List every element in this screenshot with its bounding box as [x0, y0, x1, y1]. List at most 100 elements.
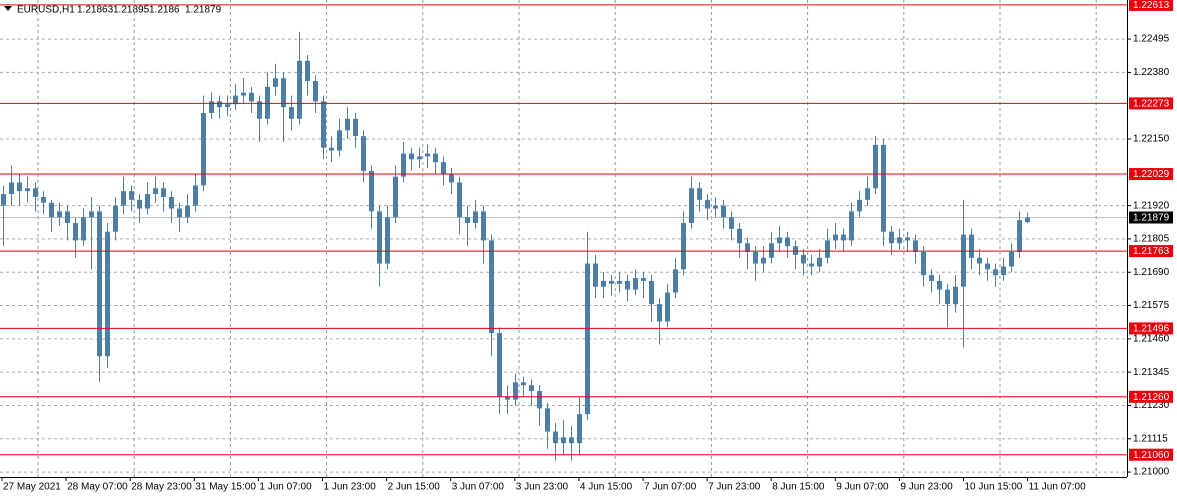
candle-body	[937, 280, 942, 290]
candle-body	[977, 257, 982, 264]
candle-body	[473, 211, 478, 224]
candle-body	[969, 234, 974, 258]
y-tick-label: 1.22380	[1133, 67, 1170, 78]
candle-body	[377, 211, 382, 264]
x-tick-label: 1 Jun 23:00	[324, 482, 377, 493]
level-label: 1.21260	[1133, 392, 1170, 403]
header-high: 1.21895	[113, 5, 150, 16]
candle-body	[169, 196, 174, 209]
candle-body	[953, 286, 958, 305]
candle-body	[73, 223, 78, 241]
candle-body	[185, 205, 190, 218]
candle-body	[289, 107, 294, 119]
candle-body	[17, 182, 22, 192]
candle-body	[433, 153, 438, 163]
candle-body	[337, 130, 342, 151]
symbol: EURUSD,H1	[17, 5, 75, 16]
x-tick-label: 2 Jun 15:00	[388, 482, 441, 493]
candle-body	[913, 240, 918, 252]
candle-body	[1, 194, 6, 206]
x-tick-label: 27 May 2021	[3, 482, 61, 493]
candle-body	[537, 390, 542, 409]
x-tick-label: 31 May 15:00	[195, 482, 256, 493]
level-label: 1.21060	[1133, 450, 1170, 461]
y-tick-label: 1.21805	[1133, 234, 1170, 245]
candle-body	[1001, 266, 1006, 276]
candle-body	[657, 304, 662, 322]
x-tick-label: 3 Jun 23:00	[516, 482, 569, 493]
level-label-box	[1129, 390, 1173, 403]
candle-body	[921, 251, 926, 276]
level-label: 1.22613	[1133, 0, 1170, 11]
candle-body	[273, 78, 278, 87]
candle-body	[681, 223, 686, 270]
candle-body	[489, 240, 494, 334]
candle-body	[905, 237, 910, 241]
candle-body	[313, 81, 318, 102]
candle-body	[33, 188, 38, 197]
x-tick-label: 7 Jun 07:00	[644, 482, 697, 493]
candle-body	[601, 280, 606, 287]
candle-body	[497, 333, 502, 397]
candle-body	[417, 156, 422, 160]
candle-body	[9, 182, 14, 195]
candle-body	[425, 153, 430, 157]
header-close: 1.21879	[185, 5, 222, 16]
candle-body	[241, 92, 246, 96]
y-tick-label: 1.21115	[1133, 433, 1168, 444]
candle-body	[577, 414, 582, 444]
candle-body	[793, 246, 798, 255]
candle-body	[225, 104, 230, 108]
candle-body	[217, 101, 222, 108]
candle-body	[945, 289, 950, 305]
candle-body	[281, 78, 286, 108]
candle-body	[633, 278, 638, 290]
candle-body	[49, 202, 54, 218]
candle-body	[1017, 220, 1022, 252]
candle-body	[665, 292, 670, 322]
price-label: 1.21879	[1133, 213, 1170, 224]
candle-body	[129, 191, 134, 200]
x-tick-label: 28 May 07:00	[67, 482, 128, 493]
candle-body	[801, 254, 806, 264]
candle-body	[649, 280, 654, 305]
level-label-box	[1129, 448, 1173, 461]
level-label: 1.21496	[1133, 324, 1170, 335]
candle-body	[481, 211, 486, 241]
candle-body	[609, 280, 614, 284]
candle-body	[729, 217, 734, 229]
level-label-box	[1129, 245, 1173, 258]
candle-body	[265, 86, 270, 119]
candle-body	[993, 269, 998, 276]
candle-body	[193, 185, 198, 206]
y-tick-label: 1.21345	[1133, 367, 1170, 378]
menu-arrow[interactable]	[4, 6, 12, 11]
x-tick-label: 9 Jun 07:00	[836, 482, 889, 493]
level-label-box	[1129, 168, 1173, 181]
candle-body	[153, 188, 158, 195]
x-tick-label: 4 Jun 15:00	[580, 482, 633, 493]
candle-body	[689, 188, 694, 224]
candle-body	[457, 182, 462, 218]
candle-body	[57, 211, 62, 218]
candle-body	[345, 118, 350, 131]
candle-body	[465, 217, 470, 224]
y-tick-label: 1.21230	[1133, 400, 1170, 411]
candle-body	[849, 211, 854, 241]
level-label-box	[1129, 0, 1173, 11]
candle-body	[369, 170, 374, 212]
candle-body	[113, 205, 118, 232]
candle-body	[825, 240, 830, 258]
candle-body	[545, 408, 550, 432]
candle-body	[305, 60, 310, 82]
candle-body	[697, 188, 702, 200]
candle-body	[513, 382, 518, 400]
candle-body	[625, 280, 630, 290]
x-tick-label: 9 Jun 23:00	[900, 482, 953, 493]
level-label: 1.22273	[1133, 99, 1170, 110]
candle-body	[137, 199, 142, 209]
candle-body	[561, 437, 566, 444]
candle-body	[617, 280, 622, 284]
candle-body	[81, 217, 86, 241]
